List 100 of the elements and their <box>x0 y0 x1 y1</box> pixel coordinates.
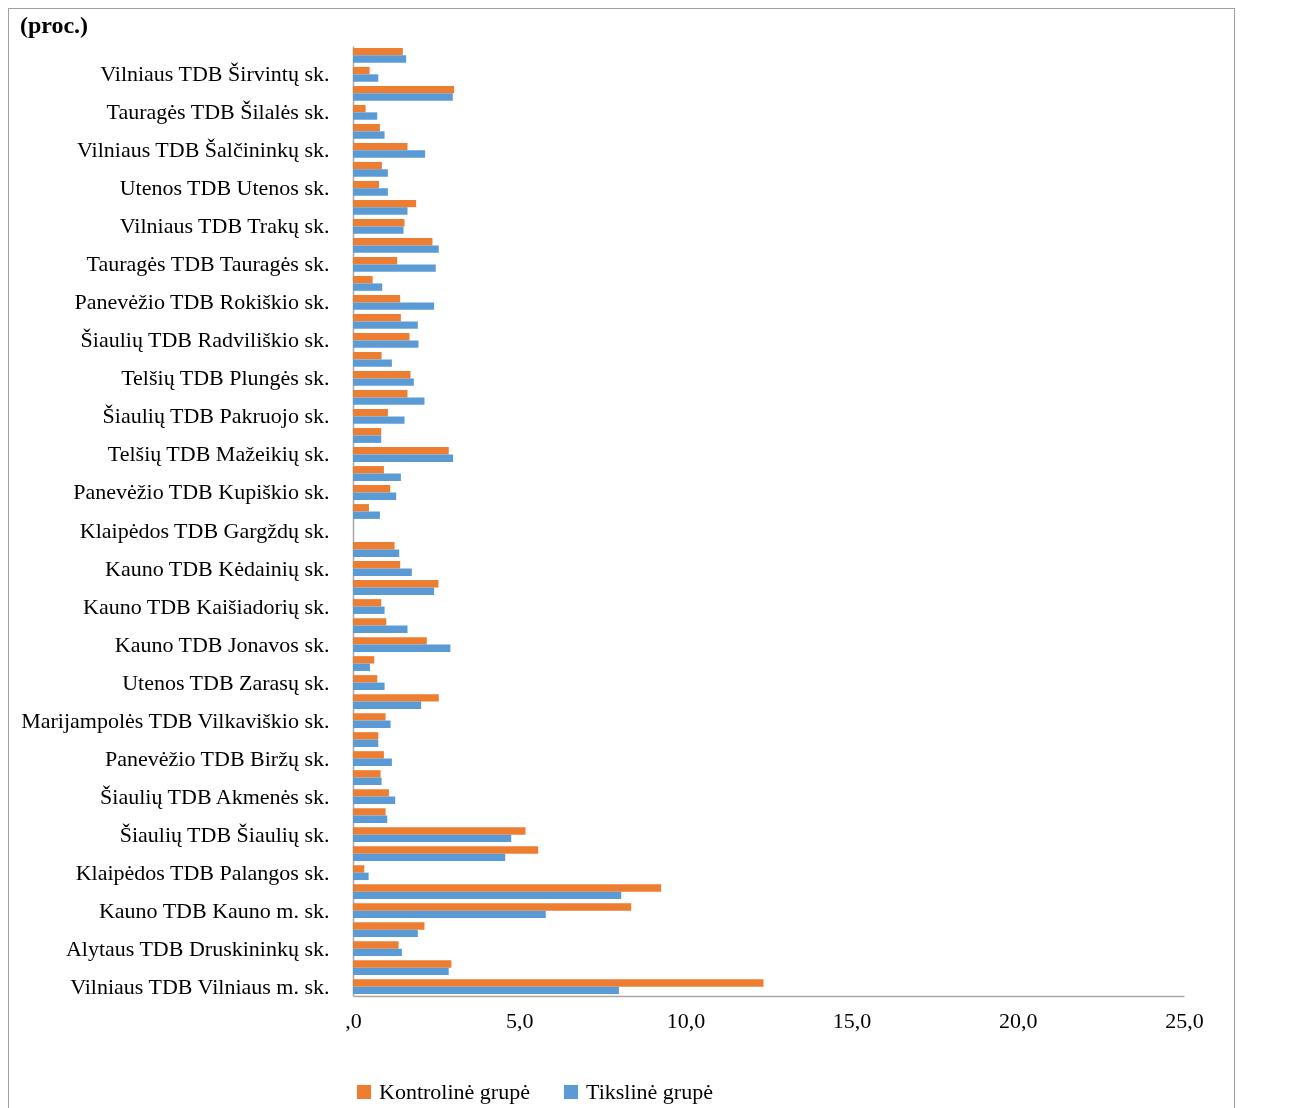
bar <box>353 447 449 455</box>
bar <box>353 884 662 892</box>
bar <box>353 93 453 101</box>
bar <box>353 561 401 569</box>
bar <box>353 237 433 246</box>
y-tick-label: Telšių TDB Mažeikių sk. <box>107 441 330 467</box>
bar <box>353 625 408 633</box>
bar <box>353 606 385 614</box>
bar <box>353 409 388 417</box>
bar <box>353 853 506 862</box>
y-tick-label: Telšių TDB Plungės sk. <box>121 365 330 391</box>
bar <box>353 758 392 767</box>
bar <box>353 180 379 189</box>
bar <box>353 511 380 519</box>
bar <box>353 694 439 702</box>
bar <box>353 682 385 690</box>
y-tick-label: Kauno TDB Kaišiadorių sk. <box>83 593 330 619</box>
legend-label: Kontrolinė grupė <box>379 1079 530 1104</box>
bar <box>353 656 375 664</box>
bar <box>353 333 410 341</box>
bar <box>353 637 427 645</box>
bar <box>353 960 452 968</box>
bar <box>353 872 369 881</box>
bar <box>353 131 385 139</box>
bar <box>353 979 764 987</box>
bar <box>353 55 407 63</box>
bar <box>353 302 435 310</box>
bar <box>353 378 414 386</box>
y-tick-label: Vilniaus TDB Širvintų sk. <box>100 61 330 87</box>
bar <box>353 207 408 215</box>
bar <box>353 815 388 824</box>
bar <box>353 123 380 132</box>
bar <box>353 751 384 759</box>
bar <box>353 720 391 728</box>
bar <box>353 428 382 436</box>
bar <box>353 150 426 158</box>
bar <box>353 47 403 56</box>
bar <box>353 948 402 957</box>
bar <box>353 599 382 607</box>
bar <box>353 739 379 747</box>
y-tick-label: Šiaulių TDB Radviliškio sk. <box>80 327 330 353</box>
bar <box>353 161 382 170</box>
bar <box>353 922 425 930</box>
bar <box>353 245 439 253</box>
bar <box>353 359 392 367</box>
bar <box>353 473 401 481</box>
y-tick-label: Kauno TDB Kauno m. sk. <box>98 897 330 923</box>
bar <box>353 371 411 379</box>
bar <box>353 542 395 550</box>
bar <box>353 701 422 709</box>
bar <box>353 275 373 284</box>
bar <box>353 549 400 557</box>
y-tick-label: Utenos TDB Zarasų sk. <box>122 669 330 695</box>
bar <box>353 903 632 911</box>
bar <box>353 104 366 113</box>
bar <box>353 941 399 949</box>
x-tick-label: 5,0 <box>505 1007 534 1033</box>
bar <box>353 435 382 443</box>
y-tick-label: Šiaulių TDB Pakruojo sk. <box>102 403 330 429</box>
bar <box>353 675 378 683</box>
bar <box>353 256 398 265</box>
y-tick-label: Tauragės TDB Šilalės sk. <box>106 99 330 125</box>
x-tick-label: 15,0 <box>832 1007 872 1033</box>
bar <box>353 85 455 94</box>
y-tick-label: Vilniaus TDB Šalčininkų sk. <box>77 137 330 163</box>
bar <box>353 314 401 322</box>
bar <box>353 967 449 976</box>
x-tick-label: 20,0 <box>999 1007 1038 1033</box>
y-tick-label: Panevėžio TDB Kupiškio sk. <box>73 479 330 505</box>
bar <box>353 891 622 900</box>
bar <box>353 283 383 291</box>
bar <box>353 340 419 348</box>
bar <box>353 321 418 329</box>
bar <box>353 986 619 995</box>
y-tick-label: Panevėžio TDB Rokiškio sk. <box>74 289 330 315</box>
bar <box>353 834 512 843</box>
bar <box>353 454 454 462</box>
bar <box>353 846 539 854</box>
bar <box>353 112 378 120</box>
bar <box>353 416 405 424</box>
x-tick-label: ,0 <box>345 1007 362 1033</box>
bar <box>353 142 408 151</box>
bar <box>353 74 379 82</box>
bar <box>353 770 381 778</box>
bar <box>353 796 396 805</box>
y-tick-label: Alytaus TDB Druskininkų sk. <box>65 935 330 961</box>
bar <box>353 618 387 626</box>
bar <box>353 587 435 595</box>
y-tick-label: Panevėžio TDB Biržų sk. <box>105 745 330 771</box>
y-tick-label: Tauragės TDB Tauragės sk. <box>86 251 330 277</box>
y-tick-label: Vilniaus TDB Vilniaus m. sk. <box>70 973 330 999</box>
bar <box>353 352 382 360</box>
bar <box>353 663 370 671</box>
bar <box>353 580 439 588</box>
bar <box>353 218 405 227</box>
bar <box>353 929 418 938</box>
bar <box>353 188 388 196</box>
bar <box>353 789 389 797</box>
bar <box>353 732 379 740</box>
bar <box>353 66 370 75</box>
